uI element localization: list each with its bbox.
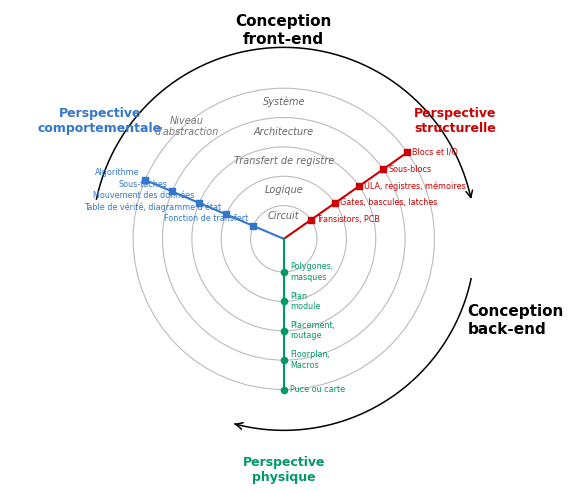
Point [279, 386, 289, 394]
Text: ULA, registres, mémoires: ULA, registres, mémoires [364, 182, 466, 191]
Text: Transfert de registre: Transfert de registre [233, 156, 334, 166]
Text: Placement,
routage: Placement, routage [290, 321, 335, 340]
Point [194, 199, 204, 207]
Point [403, 149, 412, 156]
Text: Perspective
physique: Perspective physique [243, 456, 325, 484]
Point [279, 268, 289, 276]
Point [168, 187, 177, 195]
Text: Blocs et I/O: Blocs et I/O [412, 148, 458, 157]
Text: Perspective
structurelle: Perspective structurelle [414, 107, 496, 135]
Point [378, 165, 388, 173]
Text: Gates, bascules, latches: Gates, bascules, latches [340, 198, 438, 208]
Text: Table de vérité, diagramme d'état: Table de vérité, diagramme d'état [84, 202, 221, 212]
Point [354, 182, 364, 190]
Point [279, 327, 289, 335]
Text: Architecture: Architecture [254, 126, 314, 137]
Point [249, 222, 258, 230]
Text: Conception
back-end: Conception back-end [468, 305, 564, 337]
Text: Transistors, PCB: Transistors, PCB [316, 215, 380, 224]
Text: Algorithme: Algorithme [95, 168, 140, 178]
Text: Mouvement des données: Mouvement des données [93, 191, 194, 200]
Text: Sous-blocs: Sous-blocs [388, 165, 431, 174]
Point [279, 356, 289, 364]
Text: Fonction de transfert: Fonction de transfert [164, 215, 248, 223]
Point [279, 298, 289, 306]
Text: Perspective
comportementale: Perspective comportementale [38, 107, 162, 135]
Point [306, 216, 315, 224]
Text: Conception
front-end: Conception front-end [236, 14, 332, 47]
Text: Puce ou carte: Puce ou carte [290, 385, 345, 394]
Text: Logique: Logique [264, 185, 303, 195]
Text: Floorplan,
Macros: Floorplan, Macros [290, 350, 330, 370]
Text: Sous-tâches: Sous-tâches [118, 180, 167, 189]
Point [331, 199, 340, 207]
Text: Circuit: Circuit [268, 211, 300, 221]
Text: Système: Système [262, 97, 305, 107]
Text: Polygones,
masques: Polygones, masques [290, 262, 333, 282]
Point [222, 211, 231, 218]
Text: Plan
module: Plan module [290, 292, 321, 311]
Text: Niveau
d'abstraction: Niveau d'abstraction [155, 116, 219, 137]
Point [140, 176, 150, 184]
